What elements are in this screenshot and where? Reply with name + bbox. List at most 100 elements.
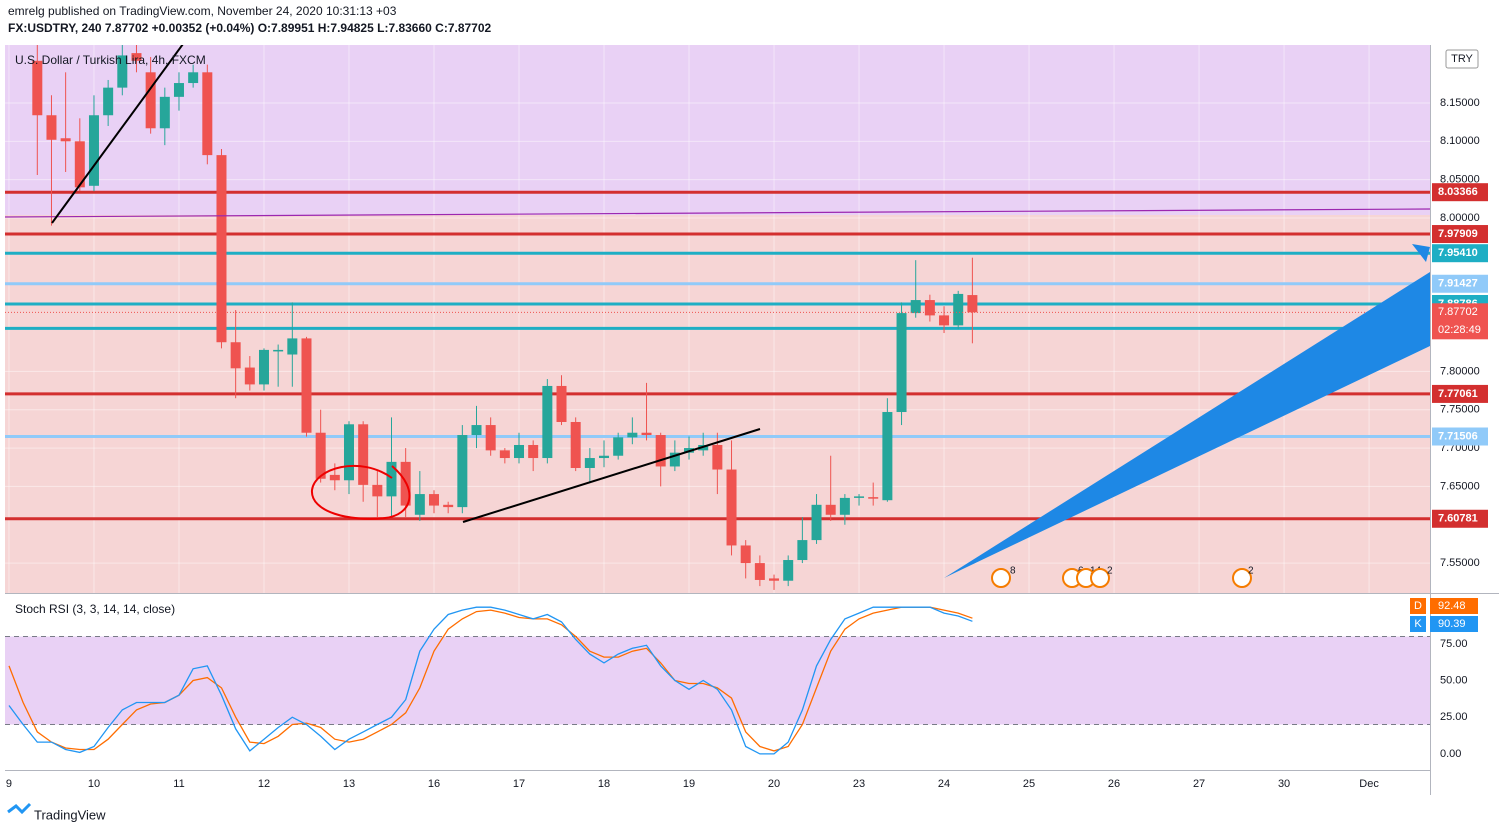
level-label: 7.95410 xyxy=(1438,247,1478,259)
candle-body xyxy=(429,494,440,506)
x-tick-label: 11 xyxy=(173,778,184,790)
candle-body xyxy=(414,494,425,515)
legend-key xyxy=(1410,616,1426,632)
currency-button[interactable] xyxy=(1445,49,1479,69)
x-tick-label: 9 xyxy=(6,778,12,790)
purple-trendline xyxy=(5,208,1430,218)
candle-body xyxy=(230,342,241,369)
brand-logo xyxy=(7,802,32,815)
candle-body xyxy=(584,458,595,469)
x-tick-label: 10 xyxy=(88,778,100,790)
y-tick-label: 0.00 xyxy=(1440,748,1461,760)
level-label: 7.91427 xyxy=(1438,278,1478,290)
x-tick-label: 17 xyxy=(513,778,525,790)
stoch-line xyxy=(8,606,973,755)
candle-body xyxy=(145,72,156,129)
candle-body xyxy=(46,115,57,140)
x-tick-label: 13 xyxy=(343,778,355,790)
y-tick-label: 75.00 xyxy=(1440,638,1468,650)
legend-key xyxy=(1410,598,1426,614)
candle-body xyxy=(839,497,850,515)
x-tick-label: 20 xyxy=(768,778,780,790)
candle-body xyxy=(655,435,666,467)
candle-body xyxy=(542,385,553,459)
candle-body xyxy=(613,437,624,456)
symbol-title: U.S. Dollar / Turkish Lira, 4h, FXCM xyxy=(15,53,206,67)
quote-line: FX:USDTRY, 240 7.87702 +0.00352 (+0.04%)… xyxy=(8,21,492,35)
candle-body xyxy=(627,432,638,438)
circle-annotation xyxy=(310,464,411,520)
level-label: 8.03366 xyxy=(1438,186,1478,198)
candle-body xyxy=(825,504,836,515)
x-tick-label: 18 xyxy=(598,778,610,790)
y-tick-label: 7.80000 xyxy=(1440,365,1480,377)
value-box xyxy=(1430,616,1478,632)
candle-body xyxy=(740,545,751,564)
candle-body xyxy=(287,338,298,355)
candle-body xyxy=(556,385,567,422)
level-label: 7.71506 xyxy=(1438,430,1478,442)
candle-body xyxy=(258,349,269,385)
y-tick-label: 25.00 xyxy=(1440,711,1468,723)
event-icon[interactable] xyxy=(1090,568,1110,588)
y-tick-label: 8.00000 xyxy=(1440,212,1480,224)
level-label-box xyxy=(1432,509,1488,528)
candle-body xyxy=(896,313,907,413)
trendline xyxy=(462,428,761,523)
candle-body xyxy=(60,138,71,142)
y-tick-label: 8.05000 xyxy=(1440,174,1480,186)
candle-body xyxy=(273,349,284,352)
candle-body xyxy=(74,141,85,188)
level-label: 7.77061 xyxy=(1438,388,1478,400)
candle-body xyxy=(131,53,142,61)
candle-body xyxy=(924,300,935,316)
level-label: 7.97909 xyxy=(1438,228,1478,240)
candle-body xyxy=(386,461,397,497)
candle-body xyxy=(953,293,964,326)
indicator-title: Stoch RSI (3, 3, 14, 14, close) xyxy=(15,602,175,616)
last-price-label: 7.87702 xyxy=(1438,306,1478,318)
candle-body xyxy=(641,432,652,436)
candle-body xyxy=(726,469,737,546)
value-label: 90.39 xyxy=(1438,618,1466,630)
y-tick-label: 7.65000 xyxy=(1440,480,1480,492)
value-label: 92.48 xyxy=(1438,600,1466,612)
events: 8 6 14 2 2 xyxy=(991,566,1254,588)
candle-body xyxy=(457,435,468,508)
x-tick-label: 26 xyxy=(1108,778,1120,790)
candle-body xyxy=(88,115,99,186)
candle-body xyxy=(443,504,454,508)
candle-body xyxy=(485,425,496,451)
purple-zone xyxy=(5,45,1430,215)
level-label-box xyxy=(1432,183,1488,202)
x-tick-label: 27 xyxy=(1193,778,1205,790)
y-tick-label: 8.10000 xyxy=(1440,135,1480,147)
event-icon[interactable] xyxy=(1232,568,1252,588)
event-count: 2 xyxy=(1248,566,1254,577)
level-label-box xyxy=(1432,244,1488,263)
candle-body xyxy=(301,338,312,433)
y-tick-label: 8.15000 xyxy=(1440,97,1480,109)
event-count: 2 xyxy=(1107,566,1113,577)
x-tick-label: 24 xyxy=(938,778,950,790)
candle-body xyxy=(669,452,680,467)
candle-body xyxy=(712,444,723,470)
level-label-box xyxy=(1432,384,1488,403)
x-tick-label: Dec xyxy=(1359,778,1379,790)
trendline xyxy=(51,45,184,224)
brand: TradingView xyxy=(34,807,106,822)
currency-label[interactable]: TRY xyxy=(1451,53,1473,65)
legend-name: D xyxy=(1414,600,1422,612)
x-tick-label: 30 xyxy=(1278,778,1290,790)
candle-body xyxy=(343,424,354,481)
candle-body xyxy=(372,484,383,497)
candle-body xyxy=(967,295,978,313)
candle-body xyxy=(783,560,794,581)
pink-zone xyxy=(5,215,1430,593)
event-icon[interactable] xyxy=(991,568,1011,588)
x-tick-label: 12 xyxy=(258,778,270,790)
candle-body xyxy=(754,563,765,580)
candle-body xyxy=(315,432,326,479)
last-price-box xyxy=(1432,303,1488,340)
